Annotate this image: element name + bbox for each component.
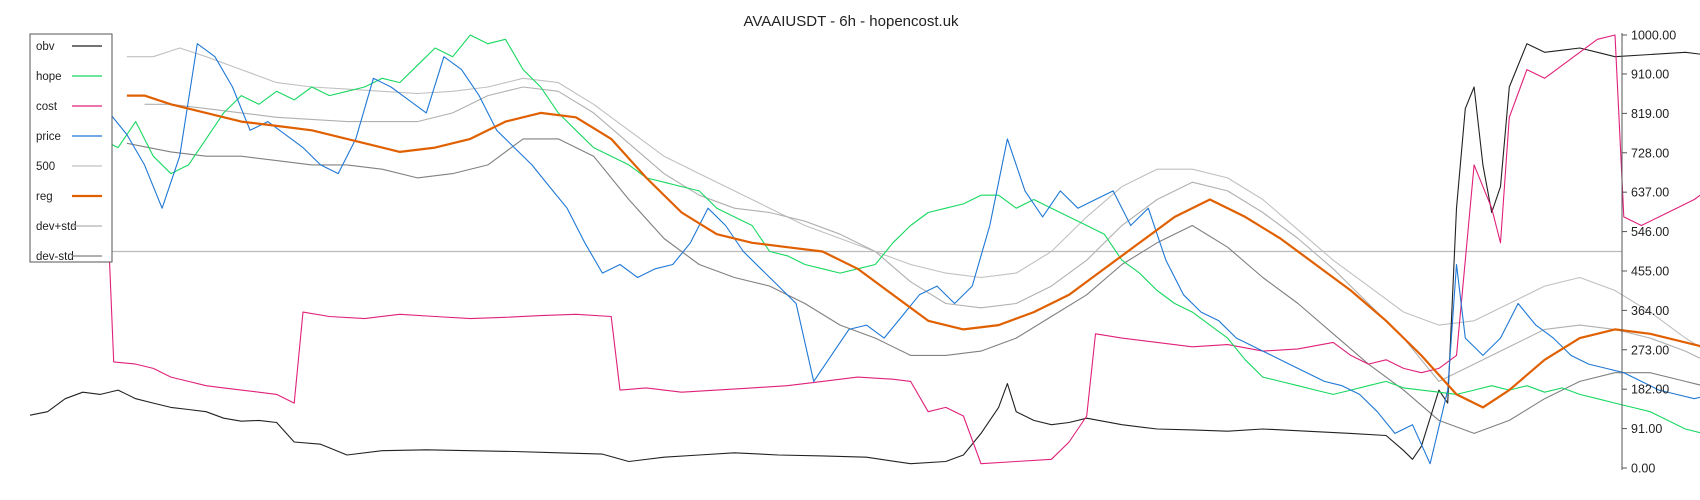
series-line-hope	[100, 34, 1700, 434]
y-tick-label: 1000.00	[1631, 29, 1676, 43]
legend-label: cost	[36, 101, 58, 113]
series-line-dev-std	[144, 86, 1700, 382]
legend-label: dev+std	[36, 221, 77, 233]
series-line-reg	[126, 94, 1700, 409]
series-line-price	[108, 43, 1700, 465]
y-tick-label: 637.00	[1631, 186, 1669, 200]
legend-label: hope	[36, 71, 62, 83]
y-tick-label: 273.00	[1631, 343, 1669, 357]
y-axis: 1000.00 910.00 819.00 728.00 637.00 546.00 455…	[1621, 29, 1676, 476]
y-tick-label: 819.00	[1631, 107, 1669, 121]
series-line-500	[126, 47, 1700, 348]
chart-title: AVAAIUSDT - 6h - hopencost.uk	[743, 13, 959, 30]
y-tick-label: 0.00	[1631, 462, 1655, 476]
legend-box	[29, 33, 113, 263]
legend-label: dev-std	[36, 251, 74, 263]
series-line-obv	[29, 43, 1700, 465]
y-tick-label: 546.00	[1631, 225, 1669, 239]
legend-label: 500	[36, 161, 55, 173]
y-tick-label: 455.00	[1631, 264, 1669, 278]
y-tick-label: 91.00	[1631, 422, 1662, 436]
series-layer	[29, 34, 1700, 465]
series-line-cost	[108, 34, 1700, 465]
y-tick-label: 182.00	[1631, 383, 1669, 397]
y-tick-label: 728.00	[1631, 146, 1669, 160]
y-tick-label: 364.00	[1631, 304, 1669, 318]
y-tick-label: 910.00	[1631, 67, 1669, 81]
series-line-dev-std	[126, 138, 1700, 434]
legend-label: reg	[36, 191, 53, 203]
legend-label: price	[36, 131, 61, 143]
legend-label: obv	[36, 41, 55, 53]
legend: obv hope cost price 500 reg dev+std dev-std	[29, 33, 113, 263]
